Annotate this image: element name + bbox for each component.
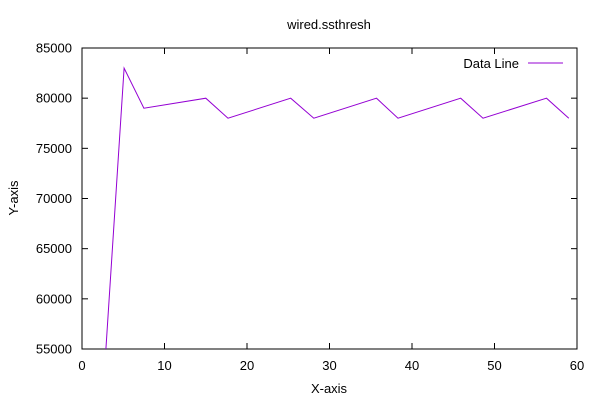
y-axis-label: Y-axis (6, 180, 21, 215)
chart-title: wired.ssthresh (286, 17, 371, 32)
y-tick-label: 55000 (36, 342, 72, 357)
x-tick-label: 50 (487, 358, 501, 373)
y-tick-label: 65000 (36, 241, 72, 256)
x-tick-label: 40 (405, 358, 419, 373)
ticks-layer (81, 47, 578, 350)
y-tick-label: 70000 (36, 191, 72, 206)
x-axis-label: X-axis (311, 381, 348, 396)
series-line (105, 66, 570, 350)
y-tick-label: 80000 (36, 91, 72, 106)
y-tick-label: 60000 (36, 291, 72, 306)
x-tick-label: 20 (240, 358, 254, 373)
plot-frame (81, 47, 578, 350)
y-tick-label: 85000 (36, 41, 72, 56)
x-tick-label: 0 (78, 358, 85, 373)
x-tick-label: 60 (570, 358, 584, 373)
series-layer (105, 66, 570, 350)
x-tick-label: 30 (322, 358, 336, 373)
y-tick-label: 75000 (36, 141, 72, 156)
tick-labels-layer: 0 10 20 30 40 50 60 55000 60000 65000 70000 75000 80… (36, 41, 584, 374)
x-tick-label: 10 (157, 358, 171, 373)
legend: Data Line (463, 56, 563, 71)
legend-label: Data Line (463, 56, 519, 71)
